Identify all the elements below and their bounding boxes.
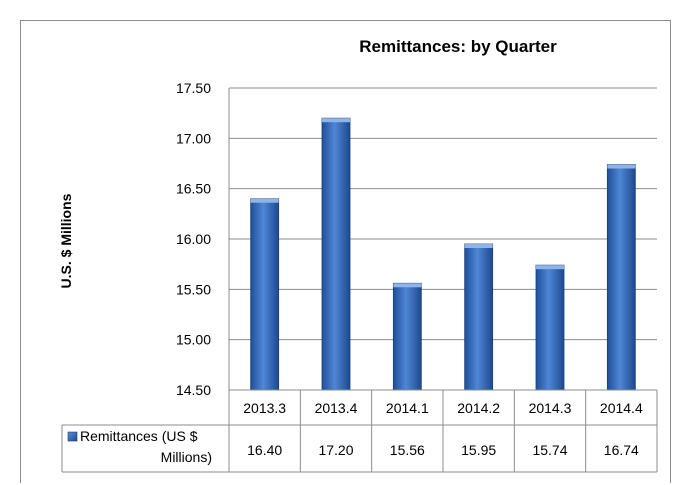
bar-top-highlight: [322, 118, 350, 123]
y-tick-label: 14.50: [176, 382, 211, 398]
bar: [606, 164, 636, 391]
data-label: 15.95: [461, 442, 496, 458]
data-label: 16.74: [604, 442, 639, 458]
bar: [321, 117, 351, 391]
y-tick-label: 16.50: [176, 181, 211, 197]
y-tick-label: 15.00: [176, 332, 211, 348]
bar-top-highlight: [250, 198, 279, 203]
legend-swatch: [67, 431, 78, 442]
x-category-label: 2014.2: [457, 400, 500, 416]
data-label: 15.74: [532, 442, 567, 458]
x-category-label: 2013.3: [243, 400, 286, 416]
data-label: 17.20: [318, 442, 353, 458]
bar: [250, 198, 280, 391]
data-label: 16.40: [247, 442, 282, 458]
x-category-label: 2013.4: [315, 400, 358, 416]
bar: [464, 243, 494, 391]
x-category-label: 2014.1: [386, 400, 429, 416]
bar: [535, 264, 565, 391]
data-label: 15.56: [390, 442, 425, 458]
legend-label: Remittances (US $: [80, 428, 198, 444]
bar-top-highlight: [536, 265, 564, 270]
y-tick-label: 15.50: [176, 281, 211, 297]
y-axis-ticks: 14.50 15.00 15.50 16.00 16.50 17.00 17.50: [176, 80, 211, 398]
bars: [250, 117, 636, 391]
legend-label: Millions): [161, 449, 212, 465]
bar-top-highlight: [607, 164, 636, 169]
y-tick-label: 16.00: [176, 231, 211, 247]
bar-top-highlight: [393, 283, 422, 288]
bar-top-highlight: [464, 244, 493, 249]
y-tick-label: 17.50: [176, 80, 211, 96]
chart-title: Remittances: by Quarter: [359, 37, 557, 56]
data-table: 2013.3 16.40 2013.4 17.20 2014.1 15.56 2014.2 1…: [61, 389, 658, 473]
y-axis-label: U.S. $ Millions: [58, 193, 74, 288]
y-tick-label: 17.00: [176, 130, 211, 146]
x-category-label: 2014.3: [529, 400, 572, 416]
bar: [392, 282, 422, 391]
x-category-label: 2014.4: [600, 400, 643, 416]
